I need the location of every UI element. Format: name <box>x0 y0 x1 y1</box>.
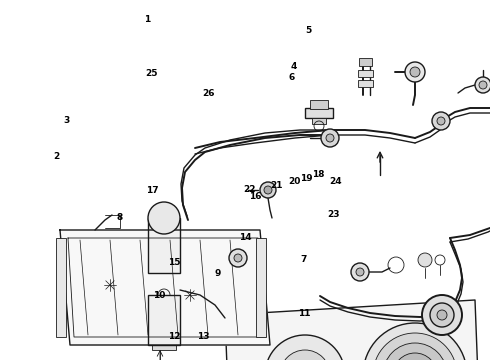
Circle shape <box>265 335 345 360</box>
Text: 16: 16 <box>248 192 261 201</box>
Circle shape <box>393 353 437 360</box>
Bar <box>359 58 372 66</box>
Text: 26: 26 <box>202 89 215 98</box>
Text: 17: 17 <box>146 186 158 195</box>
Circle shape <box>264 186 272 194</box>
Text: 4: 4 <box>291 62 297 71</box>
Bar <box>312 118 326 124</box>
Circle shape <box>234 254 242 262</box>
Circle shape <box>148 202 180 234</box>
Bar <box>56 238 66 337</box>
Text: 8: 8 <box>117 213 123 222</box>
Circle shape <box>405 62 425 82</box>
Bar <box>256 238 266 337</box>
Text: 21: 21 <box>270 181 283 190</box>
Circle shape <box>280 350 330 360</box>
Circle shape <box>356 268 364 276</box>
Text: 18: 18 <box>312 170 325 179</box>
Text: 13: 13 <box>197 332 210 341</box>
Circle shape <box>383 343 447 360</box>
Text: 14: 14 <box>239 233 251 242</box>
Text: 3: 3 <box>63 116 69 125</box>
Text: 20: 20 <box>288 177 300 186</box>
Text: 7: 7 <box>300 255 307 264</box>
Circle shape <box>326 134 334 142</box>
Circle shape <box>430 303 454 327</box>
Bar <box>152 292 176 297</box>
Text: 15: 15 <box>168 258 180 267</box>
Circle shape <box>475 77 490 93</box>
Circle shape <box>363 323 467 360</box>
Text: 22: 22 <box>244 184 256 194</box>
Bar <box>305 108 333 118</box>
Polygon shape <box>225 300 480 360</box>
Circle shape <box>437 117 445 125</box>
Text: 19: 19 <box>300 174 313 183</box>
Text: 9: 9 <box>215 269 221 278</box>
Circle shape <box>229 249 247 267</box>
Circle shape <box>479 81 487 89</box>
Bar <box>358 70 373 77</box>
Text: 12: 12 <box>168 332 180 341</box>
Circle shape <box>373 333 457 360</box>
Polygon shape <box>60 230 270 345</box>
Text: 11: 11 <box>297 309 310 318</box>
Circle shape <box>432 112 450 130</box>
Bar <box>358 80 373 87</box>
Text: 2: 2 <box>53 152 59 161</box>
Text: 24: 24 <box>329 177 342 186</box>
Circle shape <box>437 310 447 320</box>
Bar <box>153 282 175 290</box>
Circle shape <box>260 182 276 198</box>
Text: 5: 5 <box>306 26 312 35</box>
Circle shape <box>422 295 462 335</box>
Bar <box>148 218 180 273</box>
Text: 10: 10 <box>153 291 166 300</box>
Circle shape <box>418 253 432 267</box>
Bar <box>148 295 180 345</box>
Circle shape <box>351 263 369 281</box>
Text: 23: 23 <box>327 210 340 219</box>
Circle shape <box>410 67 420 77</box>
Bar <box>310 100 328 109</box>
Text: 1: 1 <box>144 15 150 24</box>
Circle shape <box>321 129 339 147</box>
Text: 25: 25 <box>146 69 158 78</box>
Bar <box>152 345 176 350</box>
Text: 6: 6 <box>289 73 294 82</box>
